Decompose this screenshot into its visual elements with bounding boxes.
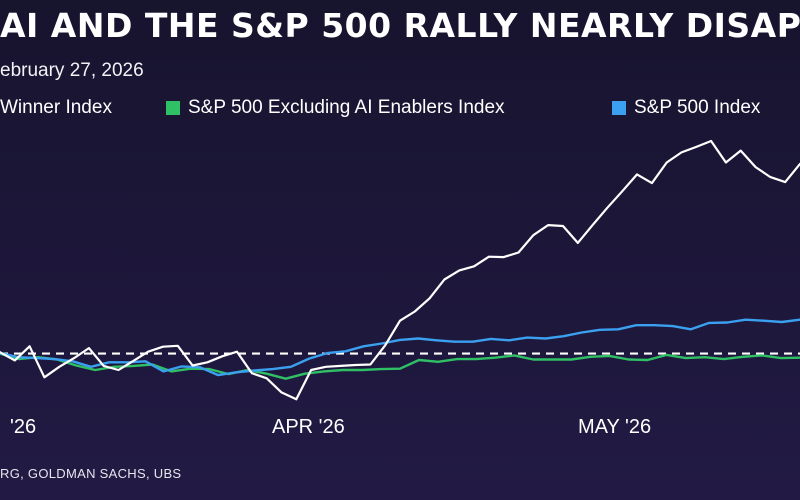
legend-label: S&P 500 Excluding AI Enablers Index: [188, 97, 505, 118]
series-line-sp500-ex-ai: [0, 352, 800, 380]
legend-item-winner-index: Winner Index: [0, 94, 112, 122]
legend-swatch: [166, 101, 180, 115]
chart-title: AI AND THE S&P 500 RALLY NEARLY DISAPPEA: [0, 6, 800, 45]
legend-item-sp500: S&P 500 Index: [612, 94, 760, 122]
legend-label: S&P 500 Index: [634, 97, 761, 118]
x-tick-label: MAY '26: [578, 416, 651, 438]
series-line-winner-index: [0, 139, 800, 401]
x-tick-label: '26: [10, 416, 36, 438]
chart-subtitle: ebruary 27, 2026: [0, 60, 144, 81]
line-chart: '26 APR '26 MAY '26: [0, 139, 800, 438]
chart-area: '26 APR '26 MAY '26: [0, 125, 800, 445]
x-tick-label: APR '26: [272, 416, 345, 438]
source-note: RG, GOLDMAN SACHS, UBS: [0, 466, 182, 481]
legend-item-sp500-ex-ai: S&P 500 Excluding AI Enablers Index: [166, 94, 505, 122]
legend-label: Winner Index: [0, 97, 112, 118]
legend-swatch: [612, 101, 626, 115]
legend: Winner Index S&P 500 Excluding AI Enable…: [0, 94, 800, 122]
